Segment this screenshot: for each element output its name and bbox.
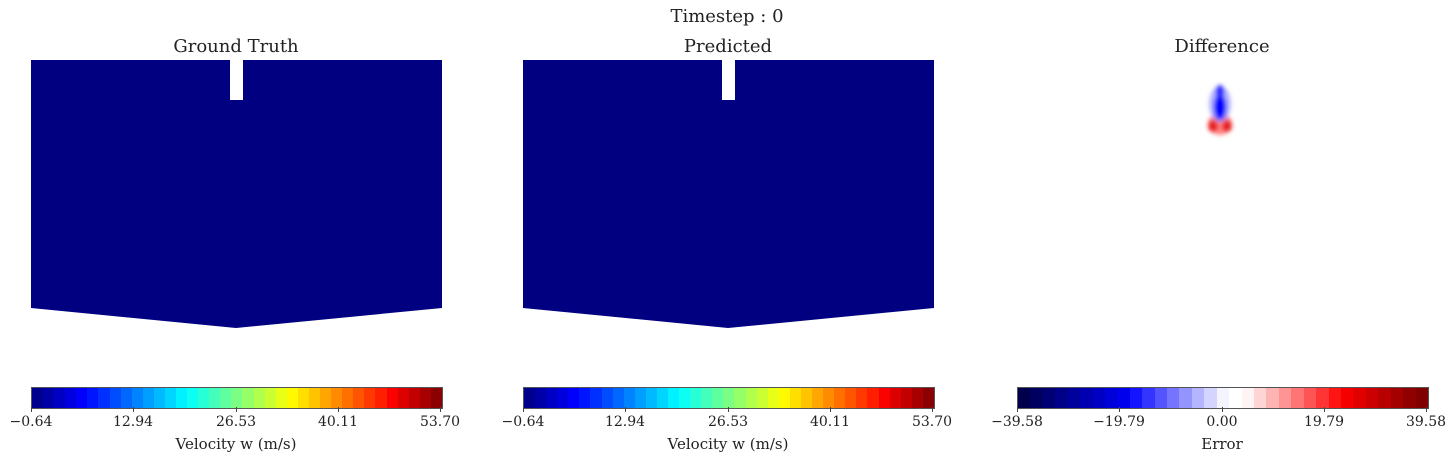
difference-field: [1208, 85, 1232, 135]
colorbar-label: Velocity w (m/s): [175, 435, 297, 453]
panel-title-predicted: Predicted: [683, 36, 773, 57]
ground-truth-field: [31, 60, 442, 328]
panel-title-ground-truth: Ground Truth: [173, 36, 299, 57]
colorbar-ground-truth: [31, 387, 443, 409]
ground-truth-domain: [31, 60, 442, 328]
error-blue-core: [1214, 94, 1226, 120]
tick-label: 26.53: [215, 414, 257, 430]
error-blue-top: [1216, 85, 1224, 99]
colorbar-difference: [1017, 387, 1429, 409]
tick-label: −0.64: [9, 414, 53, 430]
tick-label: 26.53: [707, 414, 749, 430]
tick-label: 40.11: [809, 414, 851, 430]
tick-label: 0.00: [1206, 414, 1238, 430]
panel-title-difference: Difference: [1174, 36, 1270, 57]
tick-label: 53.70: [911, 414, 953, 430]
figure-title: Timestep : 0: [670, 6, 784, 27]
colorbar-predicted: [523, 387, 935, 409]
colorbar-label: Error: [1201, 435, 1243, 453]
tick-label: −39.58: [991, 414, 1043, 430]
colorbar-label: Velocity w (m/s): [667, 435, 789, 453]
tick-label: 12.94: [604, 414, 646, 430]
tick-label: −0.64: [501, 414, 545, 430]
error-plume: [1208, 85, 1232, 135]
error-red-core: [1208, 120, 1218, 132]
tick-label: 19.79: [1303, 414, 1345, 430]
tick-label: 39.58: [1405, 414, 1447, 430]
tick-label: 53.70: [419, 414, 461, 430]
tick-label: −19.79: [1093, 414, 1145, 430]
tick-label: 12.94: [112, 414, 154, 430]
predicted-field: [523, 60, 934, 328]
predicted-domain: [523, 60, 934, 328]
tick-label: 40.11: [317, 414, 359, 430]
error-red-core-2: [1222, 120, 1232, 132]
